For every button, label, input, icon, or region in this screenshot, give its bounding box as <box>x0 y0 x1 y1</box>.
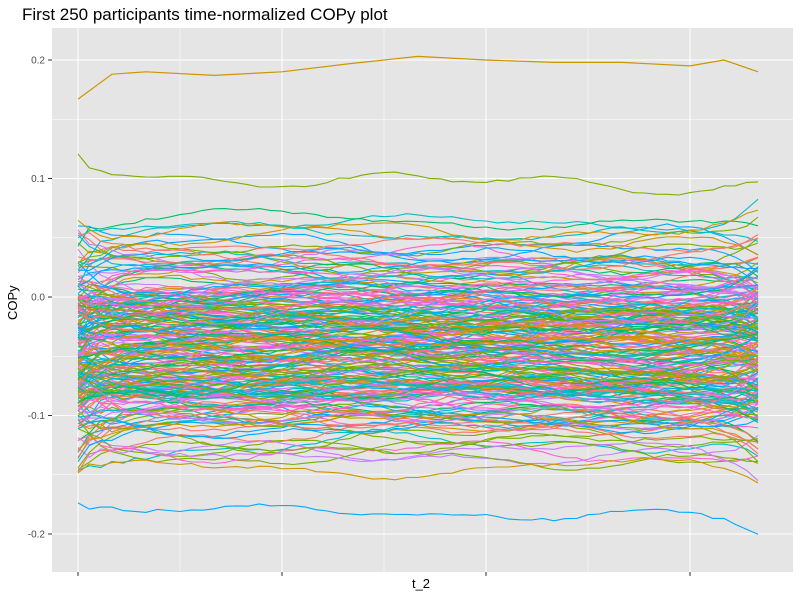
participant-series-line <box>77 395 759 428</box>
participant-series-line <box>77 393 759 435</box>
y-tick-label: 0.0 <box>31 293 45 304</box>
participant-series-line <box>77 419 759 466</box>
participant-series-line <box>77 319 759 350</box>
participant-series-line <box>77 256 759 322</box>
participant-series-line <box>77 275 759 312</box>
participant-series-line <box>77 457 759 484</box>
participant-series-line <box>77 300 759 340</box>
participant-series-line <box>77 423 759 470</box>
participant-series-line <box>77 234 759 270</box>
participant-series-line <box>77 435 759 465</box>
participant-series-line <box>77 379 759 404</box>
participant-series-line <box>77 441 759 482</box>
participant-series-line <box>77 269 759 309</box>
axis-ticks: -0.2 -0.1 0.0 0.1 0.2 <box>28 56 691 576</box>
participant-series-line <box>77 324 759 351</box>
participant-series-line <box>77 229 759 291</box>
participant-series-line <box>77 276 759 311</box>
participant-series-line <box>77 377 759 408</box>
participant-series-line <box>77 261 759 315</box>
participant-series-line <box>77 410 759 455</box>
participant-series-line <box>77 357 759 383</box>
participant-series-line <box>77 381 759 418</box>
participant-series-line <box>77 287 759 317</box>
participant-series-line <box>77 220 759 271</box>
y-tick-label: 0.2 <box>31 56 45 67</box>
participant-series-line <box>77 296 759 330</box>
participant-series-line <box>77 312 759 359</box>
participant-series-line <box>77 371 759 399</box>
participant-series-line <box>77 403 759 431</box>
participant-series-line <box>77 392 759 463</box>
participant-series-line <box>77 279 759 318</box>
participant-series-line <box>77 262 759 300</box>
participant-series-line <box>77 399 759 459</box>
participant-series-line <box>77 304 759 332</box>
participant-series-line <box>77 223 759 288</box>
participant-series-line <box>77 266 759 313</box>
participant-series-line <box>77 404 759 443</box>
participant-series-line <box>77 225 759 273</box>
participant-series-line <box>77 415 759 439</box>
participant-series-line <box>77 153 759 196</box>
participant-series-line <box>77 359 759 397</box>
participant-series-line <box>77 216 759 264</box>
participant-series-line <box>77 208 759 247</box>
participant-series-line <box>77 362 759 385</box>
series-layer <box>77 55 759 535</box>
participant-series-line <box>77 302 759 341</box>
participant-series-line <box>77 343 759 362</box>
participant-series-line <box>77 257 759 280</box>
participant-series-line <box>77 324 759 376</box>
participant-series-line <box>77 269 759 301</box>
y-tick-label: -0.1 <box>28 411 46 422</box>
participant-series-line <box>77 232 759 270</box>
participant-series-line <box>77 392 759 450</box>
y-tick-label: -0.2 <box>28 530 46 541</box>
participant-series-line <box>77 340 759 371</box>
participant-series-line <box>77 198 759 239</box>
participant-series-line <box>77 423 759 473</box>
participant-series-line <box>77 373 759 415</box>
participant-series-line <box>77 365 759 391</box>
participant-series-line <box>77 291 759 329</box>
participant-series-line <box>77 232 759 253</box>
participant-series-line <box>77 293 759 339</box>
participant-series-line <box>77 284 759 326</box>
participant-series-line <box>77 429 759 471</box>
x-axis-label: t_2 <box>411 576 431 591</box>
participant-series-line <box>77 284 759 308</box>
participant-series-line <box>77 327 759 358</box>
participant-series-line <box>77 209 759 242</box>
participant-series-line <box>77 290 759 327</box>
participant-series-line <box>77 254 759 287</box>
participant-series-line <box>77 502 759 535</box>
outlier-series-line <box>77 55 759 100</box>
participant-series-line <box>77 234 759 273</box>
y-tick-label: 0.1 <box>31 174 45 185</box>
participant-series-line <box>77 342 759 386</box>
participant-series-line <box>77 302 759 334</box>
participant-series-line <box>77 246 759 287</box>
chart-title: First 250 participants time-normalized C… <box>22 5 388 24</box>
participant-series-line <box>77 324 759 366</box>
